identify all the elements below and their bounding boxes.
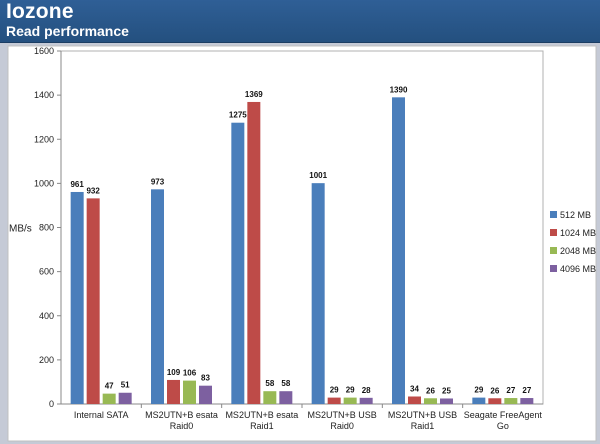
- plot-area: [60, 50, 544, 405]
- data-label: 27: [506, 386, 515, 395]
- data-label: 973: [151, 177, 165, 186]
- y-tick-label: 1200: [34, 134, 54, 144]
- x-category-label: Raid0: [330, 421, 354, 431]
- y-tick-label: 1400: [34, 90, 54, 100]
- x-category-label: MS2UTN+B USB: [388, 410, 457, 420]
- x-category-label: Internal SATA: [74, 410, 129, 420]
- x-category-label: MS2UTN+B esata: [225, 410, 298, 420]
- bar: [440, 398, 453, 404]
- bar: [86, 198, 100, 404]
- x-category-label: Raid0: [170, 421, 194, 431]
- data-label: 58: [265, 379, 274, 388]
- legend-swatch: [550, 247, 557, 254]
- x-category-label: Go: [497, 421, 509, 431]
- data-label: 109: [167, 368, 181, 377]
- bar: [167, 379, 180, 404]
- legend-label: 2048 MB: [560, 246, 596, 256]
- x-category-label: Raid1: [411, 421, 435, 431]
- bar: [311, 183, 325, 404]
- legend: 512 MB 1024 MB 2048 MB 4096 MB: [550, 210, 596, 274]
- bar: [408, 396, 421, 404]
- y-tick-label: 1600: [34, 46, 54, 56]
- bar: [520, 398, 534, 404]
- x-category-label: MS2UTN+B esata: [145, 410, 218, 420]
- data-label: 83: [201, 374, 210, 383]
- x-category-label: Raid1: [250, 421, 274, 431]
- y-tick-label: 200: [39, 355, 54, 365]
- bar: [247, 101, 261, 405]
- legend-label: 1024 MB: [560, 228, 596, 238]
- data-label: 47: [105, 382, 114, 391]
- bar: [504, 398, 518, 404]
- bar: [231, 122, 245, 404]
- legend-swatch: [550, 265, 557, 272]
- legend-swatch: [550, 211, 557, 218]
- data-label: 29: [330, 386, 339, 395]
- bar: [183, 380, 196, 404]
- data-label: 26: [490, 386, 499, 395]
- header-banner: Iozone Read performance: [0, 0, 600, 43]
- bar: [488, 398, 502, 404]
- bar: [472, 397, 486, 404]
- bar: [151, 189, 164, 404]
- data-label: 28: [362, 386, 371, 395]
- y-tick-label: 400: [39, 311, 54, 321]
- y-tick-label: 1000: [34, 178, 54, 188]
- data-label: 1369: [245, 90, 263, 99]
- data-label: 961: [70, 180, 84, 189]
- bar: [359, 397, 373, 404]
- page-subtitle: Read performance: [6, 23, 129, 39]
- data-label: 34: [410, 384, 419, 393]
- bar: [279, 391, 293, 404]
- data-label: 29: [474, 386, 483, 395]
- x-category-label: MS2UTN+B USB: [308, 410, 377, 420]
- bar: [118, 392, 132, 404]
- data-label: 58: [281, 379, 290, 388]
- bar: [424, 398, 437, 404]
- bar: [263, 391, 277, 404]
- data-label: 1001: [309, 171, 327, 180]
- y-axis-label: MB/s: [9, 224, 32, 235]
- data-label: 106: [183, 369, 197, 378]
- y-tick-label: 800: [39, 223, 54, 233]
- legend-label: 4096 MB: [560, 264, 596, 274]
- legend-swatch: [550, 229, 557, 236]
- bar: [343, 397, 357, 404]
- data-label: 25: [442, 386, 451, 395]
- data-label: 29: [346, 386, 355, 395]
- y-tick-label: 600: [39, 267, 54, 277]
- data-label: 51: [121, 381, 130, 390]
- bar: [392, 97, 405, 405]
- data-label: 1390: [390, 85, 408, 94]
- page-title: Iozone: [6, 0, 74, 23]
- data-label: 932: [86, 186, 100, 195]
- data-label: 27: [522, 386, 531, 395]
- bar: [199, 385, 212, 404]
- bar: [327, 397, 341, 404]
- y-tick-label: 0: [49, 399, 54, 409]
- bar: [70, 191, 84, 404]
- legend-label: 512 MB: [560, 210, 591, 220]
- data-label: 26: [426, 386, 435, 395]
- x-category-label: Seagate FreeAgent: [464, 410, 543, 420]
- data-label: 1275: [229, 111, 247, 120]
- bar: [102, 393, 116, 404]
